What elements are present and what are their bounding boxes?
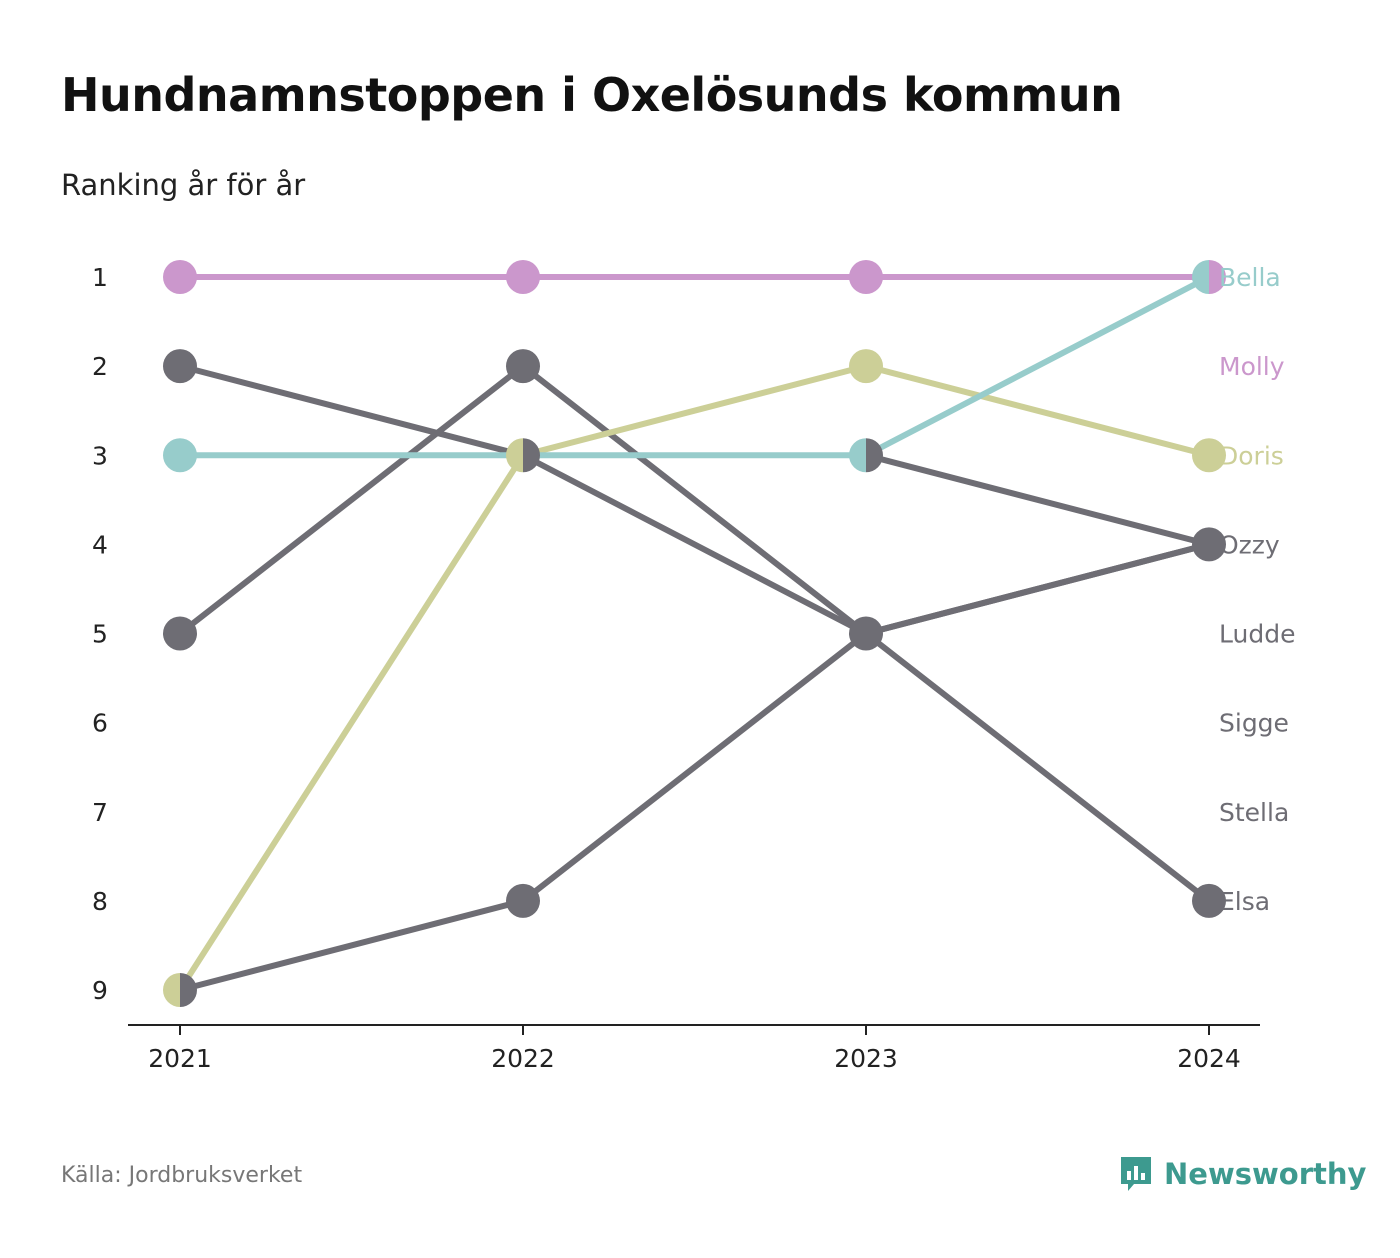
y-tick-label-2: 2 (92, 352, 108, 381)
brand-logo: Newsworthy (1118, 1154, 1366, 1194)
series-line-other-3 (179, 363, 1211, 904)
x-tick-label-2021: 2021 (148, 1044, 212, 1073)
data-point-2022-rank-2 (506, 349, 540, 384)
data-point-2021-rank-3 (163, 438, 197, 473)
end-label-bella: Bella (1219, 263, 1281, 292)
end-label-doris: Doris (1219, 441, 1284, 470)
end-label-molly: Molly (1219, 352, 1285, 381)
series-points (163, 260, 1226, 1007)
data-point-2024-rank-8 (1192, 883, 1226, 918)
y-tick-label-6: 6 (92, 709, 108, 738)
y-tick-label-3: 3 (92, 441, 108, 470)
series-line-doris (177, 363, 1210, 992)
x-tick-label-2022: 2022 (491, 1044, 555, 1073)
series-line-bella (180, 274, 1211, 459)
data-point-2021-rank-9 (163, 973, 197, 1007)
data-point-2021-rank-1 (163, 260, 197, 294)
axes: 1 2 3 4 5 6 7 8 9 2021 2022 2023 2024 (92, 263, 1260, 1073)
data-point-2023-rank-1 (849, 260, 883, 294)
y-tick-label-5: 5 (92, 620, 108, 649)
x-tick-label-2024: 2024 (1177, 1044, 1241, 1073)
y-tick-label-4: 4 (92, 530, 108, 559)
end-labels: Bella Molly Doris Ozzy Ludde Sigge Stella Elsa (1219, 263, 1295, 916)
data-point-2024-rank-3 (1192, 438, 1226, 473)
data-point-2023-rank-5 (849, 616, 883, 651)
data-point-2024-rank-4 (1192, 527, 1226, 562)
y-tick-label-1: 1 (92, 263, 108, 292)
data-point-2023-rank-2 (849, 349, 883, 384)
chart-title: Hundnamnstoppen i Oxelösunds kommun (61, 68, 1123, 122)
data-point-2022-rank-3 (506, 438, 540, 473)
end-label-stella: Stella (1219, 798, 1289, 827)
end-label-ozzy: Ozzy (1219, 530, 1280, 559)
data-point-2022-rank-8 (506, 883, 540, 918)
end-label-ludde: Ludde (1219, 620, 1295, 649)
newsworthy-logo-icon (1121, 1157, 1151, 1191)
y-tick-label-9: 9 (92, 976, 108, 1005)
series-line-other-5 (179, 541, 1210, 993)
series-line-other-6 (865, 452, 1210, 548)
end-label-elsa: Elsa (1219, 887, 1270, 916)
end-label-sigge: Sigge (1219, 709, 1289, 738)
brand-name: Newsworthy (1164, 1157, 1367, 1191)
data-point-2022-rank-1 (506, 260, 540, 294)
series-lines (177, 274, 1211, 993)
data-point-2024-rank-1 (1192, 260, 1226, 294)
y-tick-label-8: 8 (92, 887, 108, 916)
x-tick-label-2023: 2023 (834, 1044, 898, 1073)
data-point-2021-rank-5 (163, 616, 197, 651)
chart-subtitle: Ranking år för år (61, 168, 306, 202)
y-tick-label-7: 7 (92, 798, 108, 827)
data-point-2023-rank-3 (849, 438, 883, 473)
data-point-2021-rank-2 (163, 349, 197, 384)
source-note: Källa: Jordbruksverket (61, 1163, 303, 1188)
